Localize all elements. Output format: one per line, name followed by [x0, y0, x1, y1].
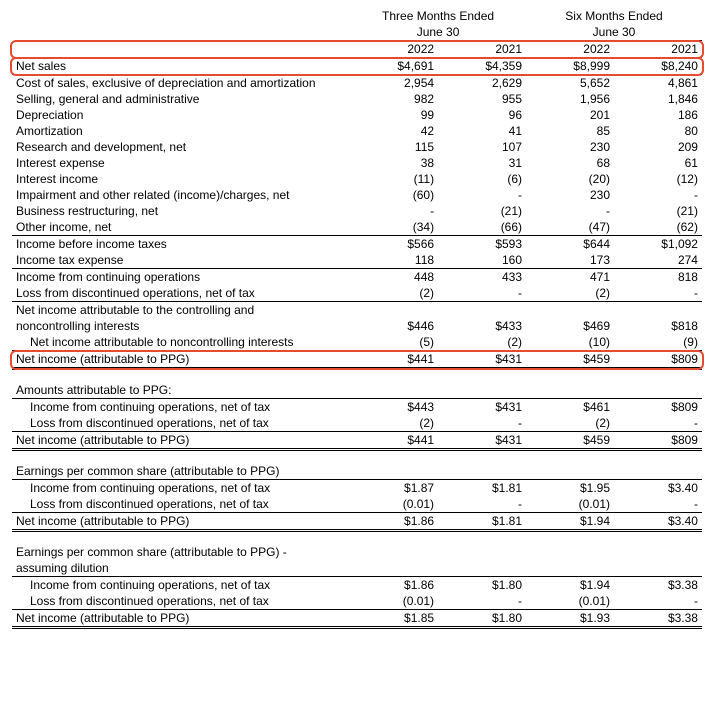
row-eps-income: Income from continuing operations, net o… [12, 480, 702, 497]
hdr-six-months: Six Months Ended [526, 8, 702, 24]
row-eps-header: Earnings per common share (attributable … [12, 463, 702, 480]
row-nci: Net income attributable to noncontrollin… [12, 334, 702, 351]
row-eps-loss: Loss from discontinued operations, net o… [12, 496, 702, 513]
hdr-june30-a: June 30 [350, 24, 526, 41]
row-depreciation: Depreciation 99 96 201 186 [12, 107, 702, 123]
row-impairment: Impairment and other related (income)/ch… [12, 187, 702, 203]
row-interest-expense: Interest expense 38 31 68 61 [12, 155, 702, 171]
row-amortization: Amortization 42 41 85 80 [12, 123, 702, 139]
header-year-row: 2022 2021 2022 2021 [12, 41, 702, 58]
row-sga: Selling, general and administrative 982 … [12, 91, 702, 107]
hdr-three-months: Three Months Ended [350, 8, 526, 24]
row-deps-header-1: Earnings per common share (attributable … [12, 544, 702, 560]
label: Net sales [12, 58, 350, 75]
row-net-sales: Net sales $4,691 $4,359 $8,999 $8,240 [12, 58, 702, 75]
row-deps-ni: Net income (attributable to PPG) $1.85 $… [12, 610, 702, 628]
row-discontinued-ops: Loss from discontinued operations, net o… [12, 285, 702, 302]
hdr-year-1: 2022 [350, 41, 438, 58]
row-income-before-tax: Income before income taxes $566 $593 $64… [12, 236, 702, 253]
hdr-year-4: 2021 [614, 41, 702, 58]
row-continuing-ops: Income from continuing operations 448 43… [12, 269, 702, 286]
row-ni-attributable-ppg: Net income (attributable to PPG) $441 $4… [12, 351, 702, 369]
row-rnd: Research and development, net 115 107 23… [12, 139, 702, 155]
header-super-row: Three Months Ended Six Months Ended [12, 8, 702, 24]
row-deps-income: Income from continuing operations, net o… [12, 577, 702, 594]
row-interest-income: Interest income (11) (6) (20) (12) [12, 171, 702, 187]
row-deps-header-2: assuming dilution [12, 560, 702, 577]
row-ni-controlling-2: noncontrolling interests $446 $433 $469 … [12, 318, 702, 334]
row-amt-ni: Net income (attributable to PPG) $441 $4… [12, 432, 702, 450]
hdr-year-3: 2022 [526, 41, 614, 58]
row-income-tax: Income tax expense 118 160 173 274 [12, 252, 702, 269]
income-statement-table: Three Months Ended Six Months Ended June… [12, 8, 702, 629]
hdr-june30-b: June 30 [526, 24, 702, 41]
row-restructuring: Business restructuring, net - (21) - (21… [12, 203, 702, 219]
row-amt-income: Income from continuing operations, net o… [12, 399, 702, 416]
row-other-income: Other income, net (34) (66) (47) (62) [12, 219, 702, 236]
header-sub-row: June 30 June 30 [12, 24, 702, 41]
row-ni-controlling-1: Net income attributable to the controlli… [12, 302, 702, 319]
row-amounts-header: Amounts attributable to PPG: [12, 382, 702, 399]
row-cost-of-sales: Cost of sales, exclusive of depreciation… [12, 75, 702, 92]
row-deps-loss: Loss from discontinued operations, net o… [12, 593, 702, 610]
row-eps-ni: Net income (attributable to PPG) $1.86 $… [12, 513, 702, 531]
row-amt-loss: Loss from discontinued operations, net o… [12, 415, 702, 432]
hdr-year-2: 2021 [438, 41, 526, 58]
